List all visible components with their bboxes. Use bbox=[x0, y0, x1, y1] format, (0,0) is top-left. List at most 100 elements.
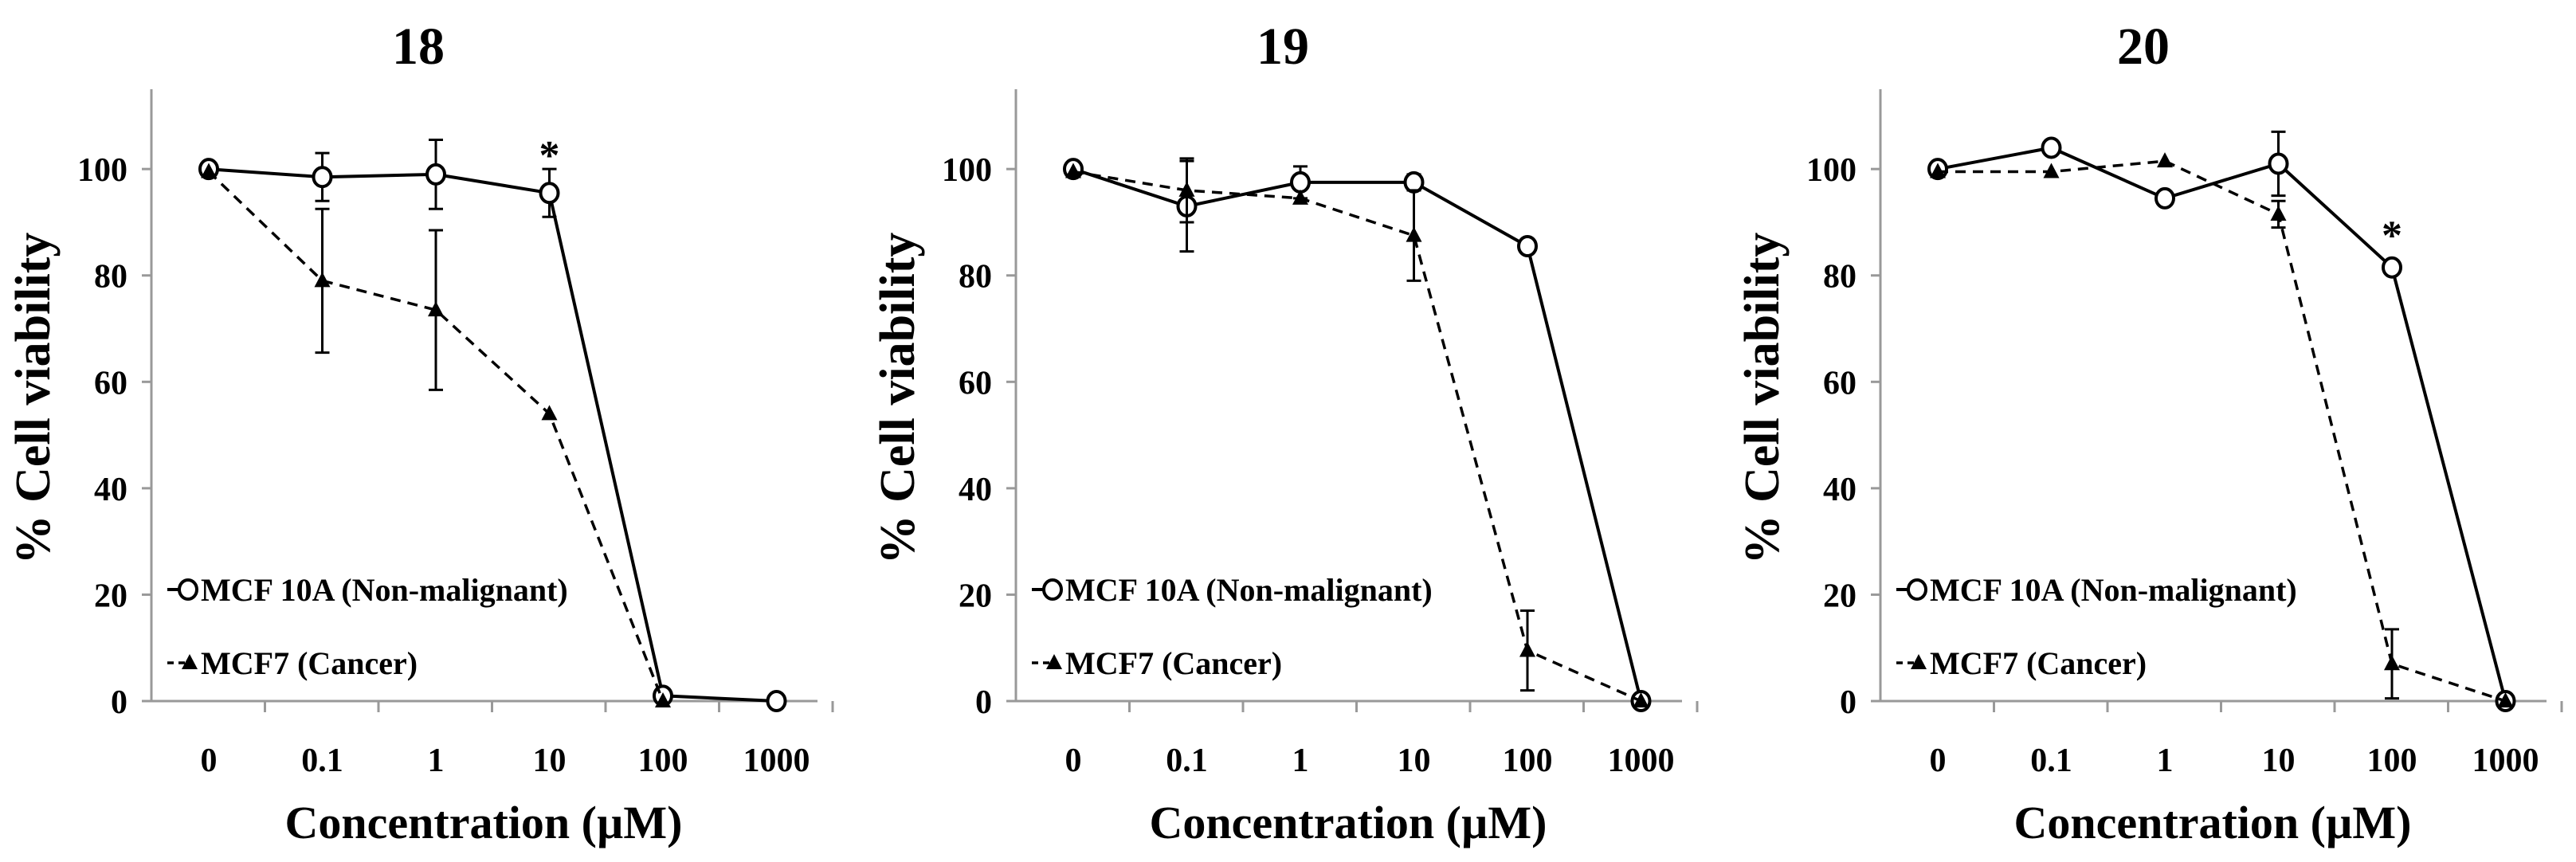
y-tick-label: 60 bbox=[94, 365, 127, 402]
data-point-mcf7 bbox=[1633, 692, 1649, 707]
series-line-mcf10a bbox=[208, 167, 777, 703]
x-tick-label: 0 bbox=[1930, 742, 1947, 779]
y-tick-label: 60 bbox=[959, 365, 992, 402]
legend-label-mcf7: MCF7 (Cancer) bbox=[1930, 645, 2147, 681]
data-point-mcf7 bbox=[541, 405, 558, 421]
x-tick-label: 10 bbox=[533, 742, 567, 779]
y-tick-label: 40 bbox=[94, 472, 127, 508]
legend: MCF 10A (Non-malignant) MCF7 (Cancer) bbox=[1896, 572, 2297, 681]
data-point-mcf7 bbox=[201, 163, 217, 178]
x-tick-label: 100 bbox=[2367, 742, 2417, 779]
data-point-mcf7 bbox=[1406, 226, 1422, 242]
y-tick-label: 0 bbox=[1840, 684, 1857, 721]
data-point-mcf7 bbox=[314, 272, 331, 288]
series-line-mcf10a bbox=[1072, 167, 1643, 702]
data-point-mcf10a bbox=[425, 163, 446, 186]
series-line-mcf7 bbox=[207, 170, 665, 702]
x-tick-label: 0 bbox=[1065, 742, 1082, 779]
y-tick-label: 20 bbox=[94, 578, 127, 614]
x-tick-label: 1 bbox=[428, 742, 445, 779]
legend-label-mcf7: MCF7 (Cancer) bbox=[201, 645, 418, 681]
x-tick-label: 100 bbox=[1503, 742, 1553, 779]
legend-label-mcf10a: MCF 10A (Non-malignant) bbox=[1065, 572, 1433, 608]
data-point-mcf7 bbox=[428, 301, 444, 317]
legend: MCF 10A (Non-malignant) MCF7 (Cancer) bbox=[167, 572, 568, 681]
data-point-mcf7 bbox=[1178, 181, 1195, 197]
x-tick-label: 1 bbox=[2157, 742, 2174, 779]
y-axis-label: % Cell viability bbox=[871, 233, 925, 565]
data-point-mcf10a bbox=[1290, 170, 1311, 194]
y-tick-label: 40 bbox=[959, 472, 992, 508]
legend-marker-open-circle bbox=[1042, 578, 1063, 601]
significance-annotation: * bbox=[2382, 213, 2402, 258]
data-point-mcf10a bbox=[2041, 136, 2062, 159]
data-point-mcf10a bbox=[766, 690, 787, 712]
y-axis-label: % Cell viability bbox=[6, 233, 61, 565]
chart-title: 19 bbox=[1257, 18, 1309, 76]
x-tick-label: 10 bbox=[1398, 742, 1431, 779]
legend-marker-triangle bbox=[1046, 654, 1062, 669]
legend-marker-open-circle bbox=[1907, 578, 1927, 601]
chart-title: 20 bbox=[2117, 18, 2170, 76]
y-tick-label: 80 bbox=[959, 259, 992, 296]
significance-annotation: * bbox=[539, 133, 560, 178]
data-point-mcf7 bbox=[1292, 189, 1308, 205]
y-tick-label: 80 bbox=[1823, 259, 1857, 296]
legend-marker-triangle bbox=[182, 654, 198, 669]
data-point-mcf7 bbox=[2270, 205, 2287, 221]
x-tick-label: 0.1 bbox=[2030, 742, 2072, 779]
y-tick-label: 0 bbox=[975, 684, 992, 721]
y-tick-label: 100 bbox=[77, 152, 127, 189]
y-tick-label: 20 bbox=[959, 578, 992, 614]
x-tick-label: 1000 bbox=[2472, 742, 2539, 779]
x-tick-label: 0.1 bbox=[301, 742, 343, 779]
series-line-mcf10a bbox=[1937, 146, 2507, 702]
data-point-mcf7 bbox=[2497, 692, 2514, 707]
y-tick-label: 60 bbox=[1823, 365, 1857, 402]
legend-label-mcf10a: MCF 10A (Non-malignant) bbox=[1930, 572, 2297, 608]
legend: MCF 10A (Non-malignant) MCF7 (Cancer) bbox=[1032, 572, 1433, 681]
y-tick-label: 0 bbox=[111, 684, 127, 721]
data-point-mcf7 bbox=[2384, 655, 2400, 671]
chart-title: 18 bbox=[392, 18, 445, 76]
x-tick-label: 10 bbox=[2262, 742, 2296, 779]
y-tick-label: 100 bbox=[942, 152, 992, 189]
y-tick-label: 80 bbox=[94, 259, 127, 296]
legend-label-mcf10a: MCF 10A (Non-malignant) bbox=[201, 572, 568, 608]
data-point-mcf10a bbox=[1517, 235, 1538, 258]
x-axis-label: Concentration (µM) bbox=[285, 797, 683, 848]
x-axis-label: Concentration (µM) bbox=[1150, 797, 1547, 848]
series-line-mcf7 bbox=[1938, 159, 2507, 703]
legend-marker-triangle bbox=[1911, 654, 1927, 669]
x-axis-label: Concentration (µM) bbox=[2014, 797, 2412, 848]
x-tick-label: 0.1 bbox=[1166, 742, 1208, 779]
legend-label-mcf7: MCF7 (Cancer) bbox=[1065, 645, 1282, 681]
legend-marker-open-circle bbox=[178, 578, 198, 601]
data-point-mcf7 bbox=[1519, 641, 1535, 657]
x-tick-label: 1000 bbox=[743, 742, 810, 779]
data-point-mcf10a bbox=[2268, 152, 2289, 175]
data-point-mcf10a bbox=[2155, 186, 2175, 210]
data-point-mcf10a bbox=[2382, 256, 2402, 279]
data-point-mcf7 bbox=[655, 692, 671, 707]
y-tick-label: 20 bbox=[1823, 578, 1857, 614]
y-axis-label: % Cell viability bbox=[1735, 233, 1790, 565]
data-point-mcf7 bbox=[2157, 152, 2173, 168]
data-point-mcf7 bbox=[1930, 163, 1946, 178]
series-line-mcf7 bbox=[1072, 170, 1642, 703]
data-point-mcf7 bbox=[2043, 163, 2060, 178]
y-tick-label: 100 bbox=[1806, 152, 1857, 189]
x-tick-label: 100 bbox=[638, 742, 688, 779]
x-tick-label: 1000 bbox=[1608, 742, 1675, 779]
data-point-mcf10a bbox=[539, 182, 560, 205]
y-tick-label: 40 bbox=[1823, 472, 1857, 508]
data-point-mcf10a bbox=[1403, 170, 1425, 194]
data-point-mcf7 bbox=[1065, 163, 1081, 178]
x-tick-label: 0 bbox=[201, 742, 218, 779]
data-point-mcf10a bbox=[312, 166, 333, 189]
x-tick-label: 1 bbox=[1292, 742, 1309, 779]
